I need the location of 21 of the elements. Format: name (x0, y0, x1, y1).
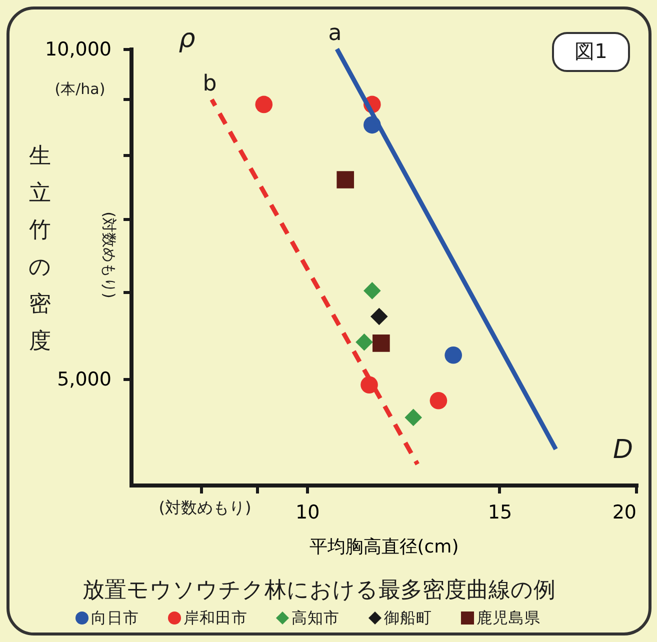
annotation: D (612, 435, 634, 465)
y-tick-label: 5,000 (57, 368, 112, 390)
y-tick-label: 10,000 (45, 38, 112, 60)
annotation: a (328, 21, 342, 46)
x-tick-label: 20 (612, 502, 636, 524)
x-axis-title: 平均胸高直径(cm) (309, 536, 459, 558)
text: 放置モウソウチク林における最多密度曲線の例 (82, 578, 556, 603)
legend-label: 高知市 (292, 609, 340, 627)
annotation: 図1 (574, 39, 608, 63)
annotation: ρ (178, 24, 196, 54)
legend-label: 鹿児島県 (476, 609, 540, 627)
legend-label: 岸和田市 (184, 609, 248, 627)
annotation: b (202, 72, 217, 97)
text: (対数めもり) (100, 212, 118, 298)
legend-label: 御船町 (384, 609, 432, 627)
x-tick-label: 10 (295, 502, 320, 524)
legend-label: 向日市 (91, 609, 139, 627)
y-axis-title: 生立竹の密度 (28, 144, 52, 354)
text: (本/ha) (54, 80, 106, 98)
x-tick-label: 15 (488, 502, 512, 524)
text: (対数めもり) (158, 498, 252, 517)
